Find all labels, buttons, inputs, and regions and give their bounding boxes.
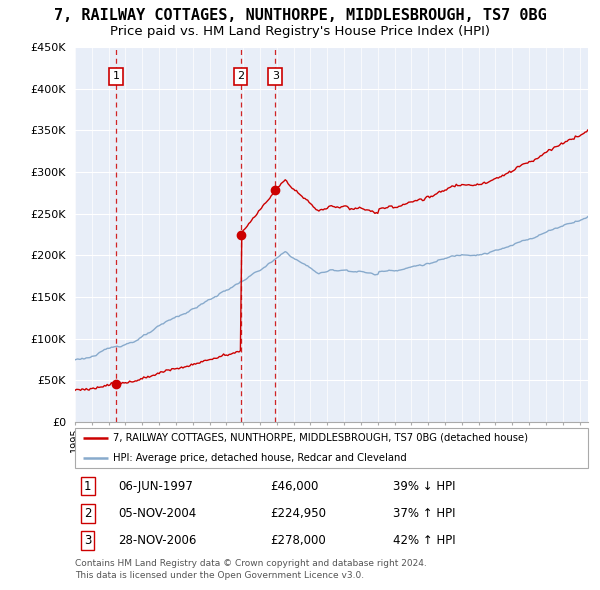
Text: This data is licensed under the Open Government Licence v3.0.: This data is licensed under the Open Gov… [75, 571, 364, 580]
Text: HPI: Average price, detached house, Redcar and Cleveland: HPI: Average price, detached house, Redc… [113, 453, 407, 463]
Text: 7, RAILWAY COTTAGES, NUNTHORPE, MIDDLESBROUGH, TS7 0BG (detached house): 7, RAILWAY COTTAGES, NUNTHORPE, MIDDLESB… [113, 433, 529, 442]
Text: £46,000: £46,000 [270, 480, 319, 493]
Text: Contains HM Land Registry data © Crown copyright and database right 2024.: Contains HM Land Registry data © Crown c… [75, 559, 427, 568]
Text: 37% ↑ HPI: 37% ↑ HPI [393, 507, 455, 520]
Text: 1: 1 [84, 480, 92, 493]
Text: 7, RAILWAY COTTAGES, NUNTHORPE, MIDDLESBROUGH, TS7 0BG: 7, RAILWAY COTTAGES, NUNTHORPE, MIDDLESB… [53, 8, 547, 22]
Text: 3: 3 [84, 534, 92, 547]
Text: £278,000: £278,000 [270, 534, 326, 547]
Text: 39% ↓ HPI: 39% ↓ HPI [393, 480, 455, 493]
Text: £224,950: £224,950 [270, 507, 326, 520]
FancyBboxPatch shape [75, 428, 588, 468]
Text: 06-JUN-1997: 06-JUN-1997 [119, 480, 193, 493]
Text: 42% ↑ HPI: 42% ↑ HPI [393, 534, 455, 547]
Text: Price paid vs. HM Land Registry's House Price Index (HPI): Price paid vs. HM Land Registry's House … [110, 25, 490, 38]
Text: 28-NOV-2006: 28-NOV-2006 [119, 534, 197, 547]
Text: 2: 2 [237, 71, 244, 81]
Text: 1: 1 [113, 71, 119, 81]
Text: 2: 2 [84, 507, 92, 520]
Text: 3: 3 [272, 71, 279, 81]
Text: 05-NOV-2004: 05-NOV-2004 [119, 507, 197, 520]
